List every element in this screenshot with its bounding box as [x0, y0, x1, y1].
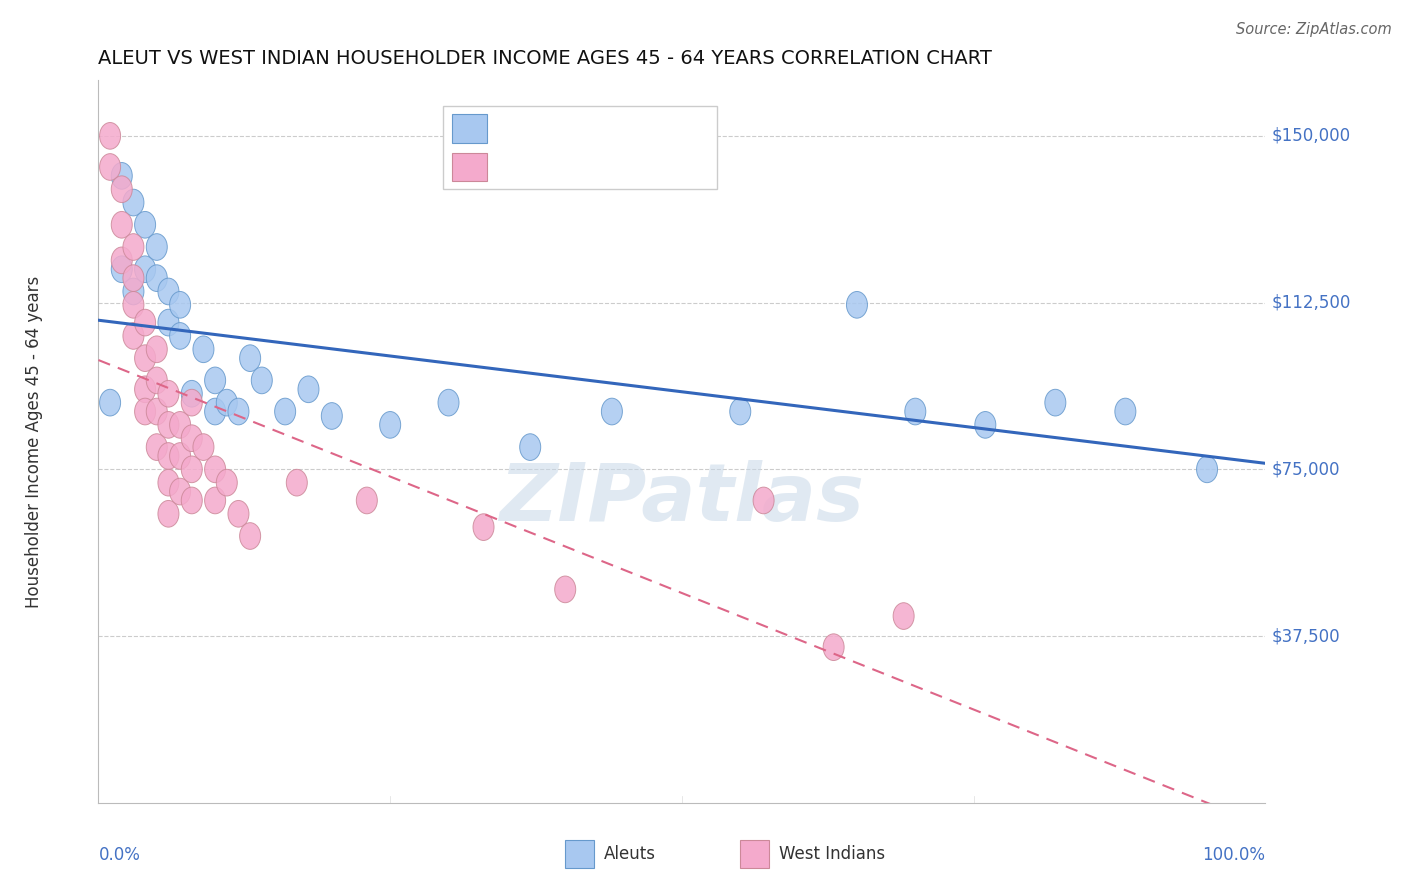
Ellipse shape: [555, 576, 575, 603]
Ellipse shape: [146, 265, 167, 292]
Ellipse shape: [239, 523, 260, 549]
Ellipse shape: [146, 434, 167, 460]
Ellipse shape: [287, 469, 308, 496]
FancyBboxPatch shape: [443, 105, 717, 189]
Ellipse shape: [974, 411, 995, 438]
Ellipse shape: [122, 292, 143, 318]
Ellipse shape: [157, 310, 179, 336]
Ellipse shape: [730, 398, 751, 425]
Text: R =  -0.101   N = 42: R = -0.101 N = 42: [499, 158, 681, 176]
Ellipse shape: [181, 487, 202, 514]
Ellipse shape: [228, 500, 249, 527]
Ellipse shape: [170, 323, 191, 350]
Ellipse shape: [181, 425, 202, 451]
Ellipse shape: [146, 398, 167, 425]
Ellipse shape: [157, 380, 179, 407]
Text: 0.0%: 0.0%: [98, 847, 141, 864]
Ellipse shape: [439, 389, 458, 416]
Ellipse shape: [1115, 398, 1136, 425]
Ellipse shape: [135, 256, 156, 283]
Ellipse shape: [111, 247, 132, 274]
Bar: [741, 840, 769, 868]
Ellipse shape: [170, 442, 191, 469]
Ellipse shape: [122, 265, 143, 292]
Bar: [565, 840, 595, 868]
Ellipse shape: [274, 398, 295, 425]
Ellipse shape: [356, 487, 377, 514]
Ellipse shape: [205, 368, 225, 393]
Ellipse shape: [146, 234, 167, 260]
Ellipse shape: [846, 292, 868, 318]
Ellipse shape: [170, 478, 191, 505]
Ellipse shape: [100, 122, 121, 149]
Ellipse shape: [239, 345, 260, 371]
Ellipse shape: [181, 389, 202, 416]
Bar: [451, 114, 486, 143]
Text: ZIPatlas: ZIPatlas: [499, 460, 865, 539]
Text: $37,500: $37,500: [1271, 627, 1340, 645]
Ellipse shape: [252, 368, 273, 393]
Ellipse shape: [823, 634, 844, 660]
Ellipse shape: [157, 278, 179, 305]
Ellipse shape: [135, 345, 156, 371]
Ellipse shape: [1197, 456, 1218, 483]
Ellipse shape: [157, 469, 179, 496]
Ellipse shape: [205, 456, 225, 483]
Ellipse shape: [111, 162, 132, 189]
Ellipse shape: [122, 278, 143, 305]
Ellipse shape: [322, 402, 342, 429]
Ellipse shape: [170, 292, 191, 318]
Ellipse shape: [181, 456, 202, 483]
Text: 100.0%: 100.0%: [1202, 847, 1265, 864]
Ellipse shape: [111, 211, 132, 238]
Ellipse shape: [1045, 389, 1066, 416]
Ellipse shape: [146, 368, 167, 393]
Text: R = -0.240   N = 35: R = -0.240 N = 35: [499, 120, 676, 137]
Ellipse shape: [217, 469, 238, 496]
Ellipse shape: [205, 398, 225, 425]
Ellipse shape: [157, 500, 179, 527]
Ellipse shape: [135, 310, 156, 336]
Ellipse shape: [193, 336, 214, 363]
Ellipse shape: [135, 398, 156, 425]
Ellipse shape: [135, 376, 156, 402]
Ellipse shape: [472, 514, 494, 541]
Ellipse shape: [111, 256, 132, 283]
Ellipse shape: [157, 411, 179, 438]
Text: Householder Income Ages 45 - 64 years: Householder Income Ages 45 - 64 years: [25, 276, 44, 607]
Ellipse shape: [754, 487, 775, 514]
Ellipse shape: [181, 380, 202, 407]
Text: $112,500: $112,500: [1271, 293, 1351, 311]
Ellipse shape: [111, 176, 132, 202]
Ellipse shape: [905, 398, 925, 425]
Ellipse shape: [122, 234, 143, 260]
Text: Source: ZipAtlas.com: Source: ZipAtlas.com: [1236, 22, 1392, 37]
Ellipse shape: [193, 434, 214, 460]
Text: Aleuts: Aleuts: [603, 845, 655, 863]
Text: ALEUT VS WEST INDIAN HOUSEHOLDER INCOME AGES 45 - 64 YEARS CORRELATION CHART: ALEUT VS WEST INDIAN HOUSEHOLDER INCOME …: [98, 48, 993, 68]
Ellipse shape: [217, 389, 238, 416]
Ellipse shape: [100, 153, 121, 180]
Ellipse shape: [122, 189, 143, 216]
Ellipse shape: [228, 398, 249, 425]
Text: $75,000: $75,000: [1271, 460, 1340, 478]
Text: West Indians: West Indians: [779, 845, 884, 863]
Text: $150,000: $150,000: [1271, 127, 1350, 145]
Ellipse shape: [122, 323, 143, 350]
Ellipse shape: [135, 211, 156, 238]
Ellipse shape: [205, 487, 225, 514]
Ellipse shape: [298, 376, 319, 402]
Ellipse shape: [520, 434, 541, 460]
Ellipse shape: [146, 336, 167, 363]
Ellipse shape: [157, 442, 179, 469]
Ellipse shape: [380, 411, 401, 438]
Bar: [451, 153, 486, 181]
Ellipse shape: [100, 389, 121, 416]
Ellipse shape: [170, 411, 191, 438]
Ellipse shape: [893, 603, 914, 630]
Ellipse shape: [602, 398, 623, 425]
